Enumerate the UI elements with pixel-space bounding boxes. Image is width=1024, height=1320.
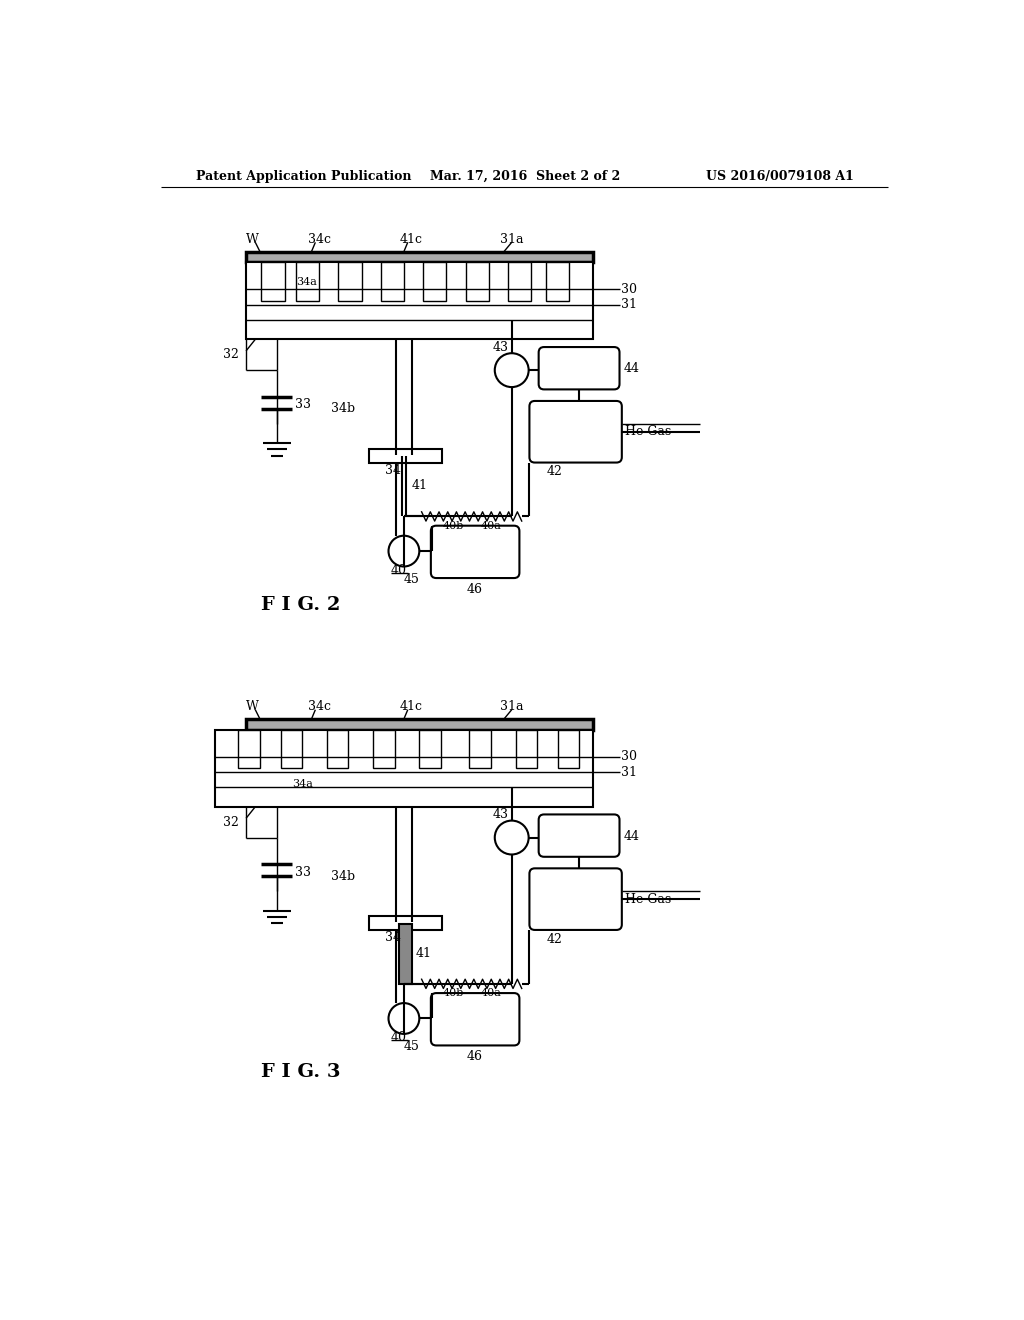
Text: 32: 32 [223,348,239,362]
Text: F I G. 3: F I G. 3 [261,1064,341,1081]
Bar [239,730,260,768]
Bar [339,263,361,301]
Text: 34: 34 [385,931,400,944]
Bar [423,263,446,301]
Bar [373,730,394,768]
Text: 34a: 34a [292,779,313,788]
Text: 32: 32 [223,816,239,829]
Circle shape [495,354,528,387]
Bar [327,730,348,768]
Text: F I G. 2: F I G. 2 [261,597,341,614]
Bar [281,730,302,768]
FancyBboxPatch shape [431,525,519,578]
Bar [547,263,569,301]
Text: Mar. 17, 2016  Sheet 2 of 2: Mar. 17, 2016 Sheet 2 of 2 [430,169,620,182]
Text: 44: 44 [624,362,639,375]
Text: 43: 43 [493,808,509,821]
Text: 40a: 40a [481,989,502,998]
Circle shape [388,536,419,566]
Text: US 2016/0079108 A1: US 2016/0079108 A1 [707,169,854,182]
Text: 34b: 34b [332,403,355,416]
Text: 45: 45 [403,1040,420,1053]
Bar [296,263,319,301]
Bar [215,730,593,807]
Bar [370,449,442,462]
Bar [381,263,403,301]
Bar [558,730,580,768]
Bar [398,924,413,983]
Text: 41: 41 [416,946,431,960]
Text: W: W [246,232,259,246]
Text: 40: 40 [391,564,407,577]
Circle shape [495,821,528,854]
Text: 40a: 40a [481,520,502,531]
Text: 31: 31 [621,766,637,779]
Text: 45: 45 [403,573,420,586]
Text: 30: 30 [621,282,637,296]
Text: 40: 40 [391,1031,407,1044]
Text: 46: 46 [467,583,482,597]
FancyBboxPatch shape [529,869,622,929]
Bar [466,263,488,301]
Text: He Gas: He Gas [625,425,671,438]
FancyBboxPatch shape [539,347,620,389]
Text: 46: 46 [467,1051,482,1064]
Text: 42: 42 [547,933,562,945]
FancyBboxPatch shape [431,993,519,1045]
Text: 43: 43 [493,341,509,354]
FancyBboxPatch shape [529,401,622,462]
Text: 34a: 34a [296,277,317,286]
Bar [246,263,593,339]
FancyBboxPatch shape [539,814,620,857]
Text: 40b: 40b [442,989,464,998]
Bar [515,730,538,768]
Text: 31a: 31a [500,232,523,246]
Text: 42: 42 [547,465,562,478]
Circle shape [388,1003,419,1034]
Bar [469,730,490,768]
Text: 31: 31 [621,298,637,312]
Text: 34b: 34b [332,870,355,883]
Text: 40b: 40b [442,520,464,531]
Text: Patent Application Publication: Patent Application Publication [196,169,412,182]
Text: 31a: 31a [500,700,523,713]
Text: 34: 34 [385,463,400,477]
Text: 41: 41 [412,479,428,492]
Text: 41c: 41c [400,700,423,713]
Bar [246,719,593,730]
Bar [419,730,441,768]
Bar [261,263,285,301]
Text: W: W [246,700,259,713]
Text: 34c: 34c [307,232,331,246]
Text: He Gas: He Gas [625,892,671,906]
Text: 44: 44 [624,829,639,842]
Text: 33: 33 [295,866,310,879]
Bar [370,916,442,929]
Text: 34c: 34c [307,700,331,713]
Text: 33: 33 [295,399,310,412]
Text: 41c: 41c [400,232,423,246]
Bar [246,252,593,263]
Bar [508,263,531,301]
Text: 30: 30 [621,750,637,763]
